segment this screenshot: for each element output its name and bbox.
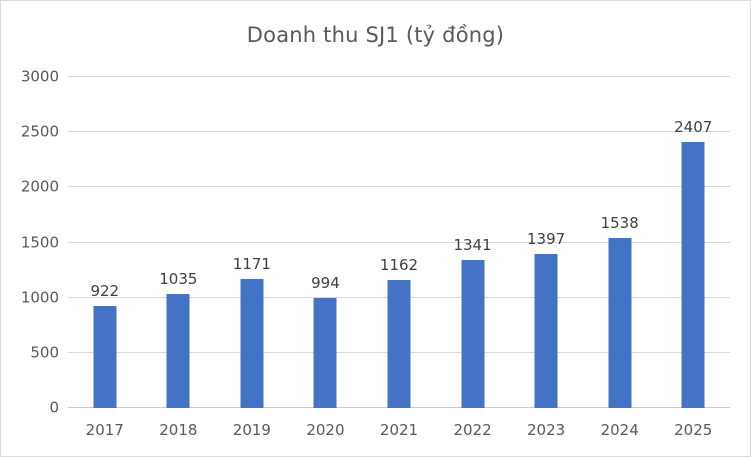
- bar-value-label: 994: [311, 274, 340, 293]
- x-tick-label: 2023: [527, 421, 566, 439]
- gridline: [68, 76, 730, 77]
- y-tick-label: 2500: [20, 122, 59, 141]
- x-tick-label: 2025: [674, 421, 713, 439]
- bar-value-label: 922: [90, 282, 120, 301]
- bar-value-label: 1162: [379, 255, 419, 274]
- x-tick-label: 2018: [159, 421, 198, 439]
- bar-2019: [240, 278, 264, 408]
- bar-value-label: 1341: [453, 236, 492, 255]
- y-tick-label: 0: [49, 398, 59, 417]
- x-tick-label: 2021: [379, 421, 419, 439]
- bar-2023: [534, 253, 558, 408]
- bar-value-label: 1538: [600, 214, 639, 233]
- bar-value-label: 1397: [527, 229, 566, 248]
- bar-value-label: 1035: [159, 269, 198, 288]
- bar-2024: [608, 238, 632, 408]
- y-tick-label: 1000: [20, 288, 59, 307]
- x-tick-label: 2019: [232, 421, 271, 439]
- x-tick-label: 2017: [85, 421, 124, 439]
- x-tick-label: 2020: [306, 421, 345, 439]
- y-tick-label: 1500: [20, 233, 59, 251]
- bar-value-label: 1171: [232, 254, 271, 273]
- bar-2017: [93, 306, 117, 408]
- bar-2022: [461, 260, 485, 408]
- x-tick-label: 2024: [600, 421, 639, 439]
- bar-2020: [313, 298, 337, 408]
- bar-2025: [681, 142, 705, 408]
- gridline: [68, 131, 730, 133]
- bar-value-label: 2407: [674, 118, 713, 137]
- y-tick-label: 2000: [20, 177, 59, 196]
- gridline: [68, 186, 730, 188]
- y-tick-label: 500: [30, 343, 59, 362]
- x-axis: 2017 2018 2019 2020 2021 2022 2023 2024 2025: [68, 417, 730, 443]
- gridline: [68, 241, 730, 243]
- bar-2018: [166, 293, 190, 408]
- y-axis: 0 500 1000 1500 2000 2500 3000: [1, 69, 59, 415]
- x-tick-label: 2022: [453, 421, 492, 439]
- plot-area: 922 1035 1171 994 1162 1341 1397 1538 2407: [68, 76, 730, 408]
- chart-title: Doanh thu SJ1 (tỷ đồng): [246, 23, 505, 47]
- bar-2021: [387, 279, 411, 408]
- y-tick-label: 3000: [20, 67, 59, 86]
